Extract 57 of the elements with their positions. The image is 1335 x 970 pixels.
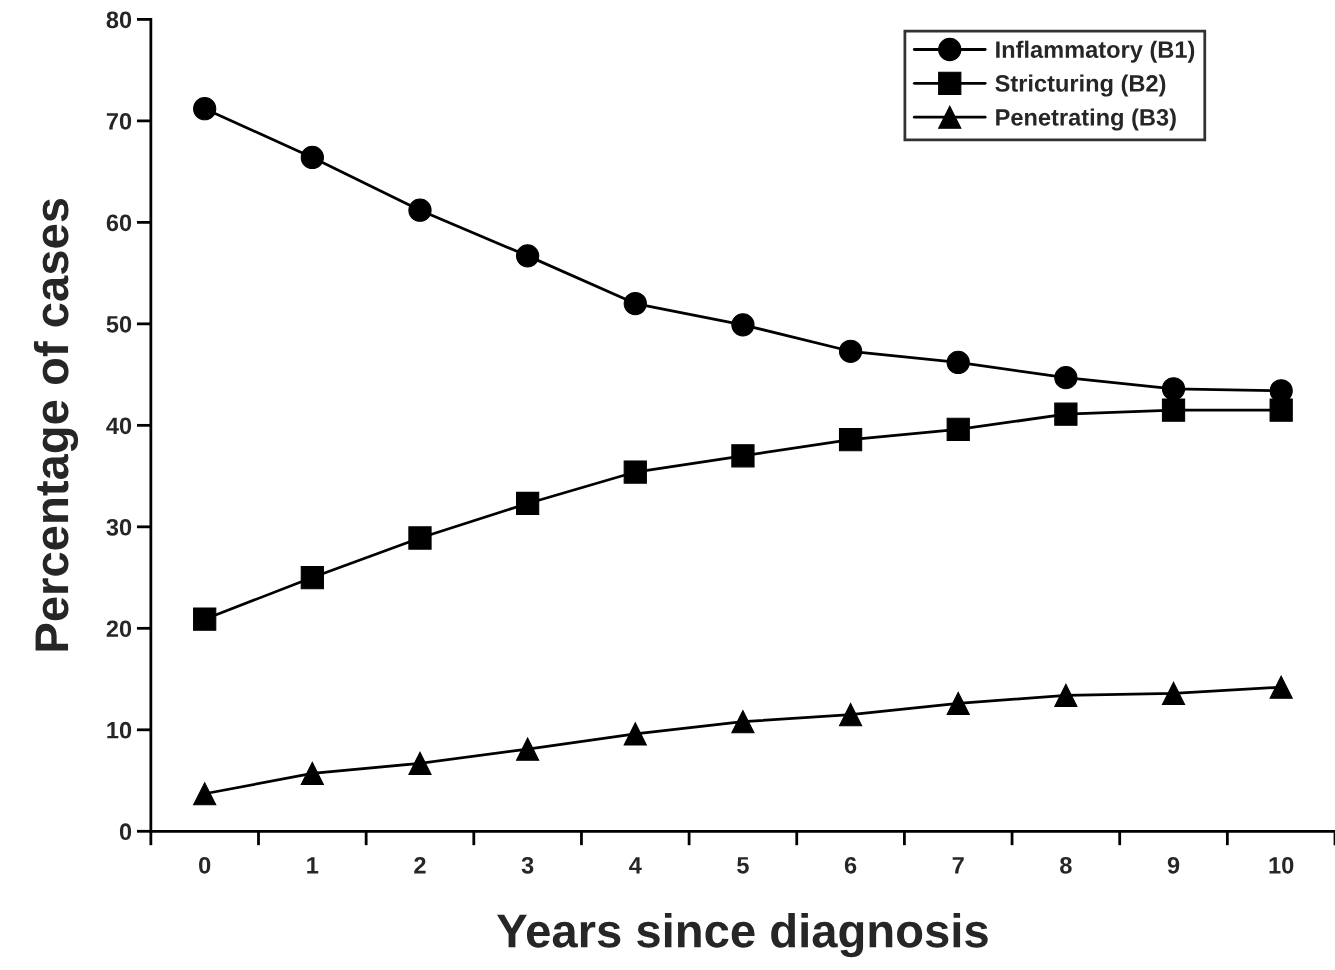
point bbox=[1161, 398, 1186, 422]
point bbox=[1269, 398, 1293, 422]
y-tick-label: 40 bbox=[106, 417, 132, 435]
point bbox=[1054, 402, 1078, 426]
y-tick-label: 70 bbox=[106, 112, 132, 130]
x-tick-label: 6 bbox=[844, 856, 857, 874]
x-tick-label: 10 bbox=[1269, 856, 1294, 874]
x-tick-label: 5 bbox=[737, 857, 749, 874]
point bbox=[408, 751, 432, 775]
point bbox=[1054, 366, 1078, 390]
y-tick-label: 20 bbox=[106, 620, 132, 638]
y-tick-label: 60 bbox=[106, 214, 132, 232]
legend-label: Penetrating (B3) bbox=[996, 108, 1176, 131]
point bbox=[731, 444, 755, 468]
point bbox=[838, 702, 863, 727]
x-tick-label: 0 bbox=[199, 856, 211, 874]
x-tick-label: 2 bbox=[414, 856, 426, 874]
y-tick-label: 80 bbox=[106, 11, 132, 29]
point bbox=[516, 737, 540, 761]
x-tick-label: 4 bbox=[629, 857, 642, 874]
point bbox=[838, 339, 863, 363]
point bbox=[1054, 683, 1078, 707]
point bbox=[193, 97, 217, 121]
point bbox=[1161, 377, 1186, 401]
point bbox=[946, 691, 970, 716]
point bbox=[623, 291, 647, 316]
point bbox=[300, 565, 324, 590]
y-tick-label: 30 bbox=[106, 518, 132, 536]
y-tick-label: 10 bbox=[107, 721, 132, 739]
point bbox=[300, 761, 324, 786]
y-axis-title: Percentage of cases bbox=[33, 198, 79, 651]
x-tick-label: 8 bbox=[1060, 856, 1072, 874]
x-tick-label: 7 bbox=[952, 857, 964, 874]
point bbox=[516, 244, 540, 268]
x-tick-label: 1 bbox=[307, 857, 319, 874]
point bbox=[946, 350, 970, 375]
point bbox=[193, 782, 217, 806]
y-tick-label: 50 bbox=[106, 315, 132, 333]
point bbox=[408, 198, 432, 222]
point bbox=[838, 427, 863, 452]
point bbox=[408, 526, 432, 550]
point bbox=[516, 491, 540, 516]
x-tick-label: 3 bbox=[521, 856, 534, 874]
legend-label: Inflammatory (B1) bbox=[996, 40, 1195, 63]
point bbox=[193, 607, 217, 631]
point bbox=[731, 313, 755, 337]
point bbox=[623, 460, 647, 484]
point bbox=[731, 710, 755, 734]
point bbox=[1269, 675, 1293, 699]
point bbox=[1161, 681, 1186, 705]
legend-label: Stricturing (B2) bbox=[995, 74, 1166, 97]
point bbox=[946, 417, 970, 442]
y-tick-label: 0 bbox=[119, 823, 132, 841]
point bbox=[623, 722, 647, 746]
x-axis-title: Years since diagnosis bbox=[497, 913, 988, 958]
x-tick-label: 9 bbox=[1167, 856, 1180, 874]
point bbox=[300, 145, 324, 170]
